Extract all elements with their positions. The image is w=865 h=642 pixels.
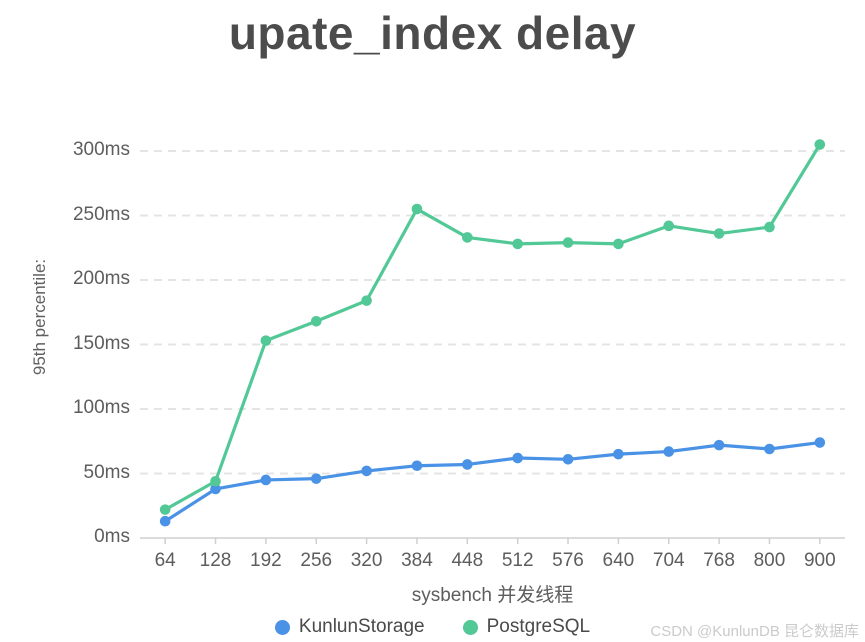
x-tick-label: 800 — [753, 550, 786, 571]
data-point-kunlunstorage — [814, 437, 826, 448]
data-point-kunlunstorage — [613, 448, 624, 460]
data-point-kunlunstorage — [713, 439, 725, 451]
data-point-kunlunstorage — [361, 465, 372, 477]
legend-label-kunlunstorage: KunlunStorage — [298, 616, 425, 637]
x-tick-label: 768 — [703, 550, 735, 571]
x-tick-label: 640 — [602, 550, 635, 571]
x-tick-label: 704 — [652, 550, 685, 571]
x-tick-label: 576 — [552, 550, 584, 571]
x-tick-label: 448 — [451, 550, 484, 571]
y-tick-label: 100ms — [72, 397, 130, 418]
y-tick-label: 300ms — [72, 139, 130, 160]
data-point-kunlunstorage — [260, 474, 272, 486]
data-point-kunlunstorage — [310, 473, 322, 484]
x-tick-label: 384 — [401, 550, 433, 571]
data-point-postgresql — [562, 237, 574, 248]
series-line-postgresql — [163, 142, 822, 512]
legend-item-kunlunstorage[interactable]: KunlunStorage — [274, 616, 425, 638]
x-tick-label: 192 — [250, 550, 282, 571]
x-tick-label: 900 — [803, 550, 836, 571]
y-tick-label: 150ms — [72, 332, 130, 354]
data-point-postgresql — [713, 228, 725, 239]
data-point-postgresql — [310, 315, 322, 327]
data-point-kunlunstorage — [764, 443, 775, 455]
legend-item-postgresql[interactable]: PostgreSQL — [462, 616, 591, 638]
data-point-kunlunstorage — [210, 483, 221, 495]
data-point-postgresql — [411, 203, 423, 215]
data-point-postgresql — [260, 335, 272, 346]
data-point-postgresql — [462, 232, 473, 243]
legend-marker-postgresql-icon — [462, 619, 478, 635]
watermark: CSDN @KunlunDB 昆仑数据库 — [650, 623, 859, 640]
data-point-kunlunstorage — [562, 454, 574, 465]
data-point-kunlunstorage — [512, 452, 523, 464]
y-tick-label: 0ms — [94, 526, 130, 547]
data-point-postgresql — [613, 238, 624, 250]
data-point-kunlunstorage — [663, 446, 675, 457]
y-tick-label: 200ms — [72, 268, 130, 289]
x-axis-title: sysbench 并发线程 — [411, 585, 574, 606]
x-tick-label: 256 — [300, 550, 333, 571]
data-point-postgresql — [663, 220, 675, 232]
y-tick-label: 50ms — [83, 461, 130, 483]
data-point-kunlunstorage — [159, 515, 171, 527]
data-point-postgresql — [814, 139, 826, 150]
data-point-postgresql — [361, 295, 372, 306]
data-point-kunlunstorage — [411, 460, 423, 472]
chart-title: upate_index delay — [228, 7, 637, 59]
data-point-postgresql — [512, 238, 523, 250]
x-tick-label: 64 — [154, 550, 176, 571]
legend-marker-kunlunstorage-icon — [274, 619, 290, 635]
data-point-kunlunstorage — [462, 459, 473, 470]
y-tick-label: 250ms — [72, 203, 130, 225]
data-point-postgresql — [764, 221, 775, 233]
data-point-postgresql — [159, 504, 171, 515]
x-tick-label: 512 — [501, 550, 534, 571]
legend: KunlunStorage PostgreSQL — [0, 616, 865, 638]
series-line-kunlunstorage — [163, 440, 822, 523]
x-tick-label: 128 — [199, 550, 232, 571]
data-point-postgresql — [210, 475, 221, 487]
legend-label-postgresql: PostgreSQL — [486, 616, 591, 637]
x-tick-label: 320 — [350, 550, 383, 571]
